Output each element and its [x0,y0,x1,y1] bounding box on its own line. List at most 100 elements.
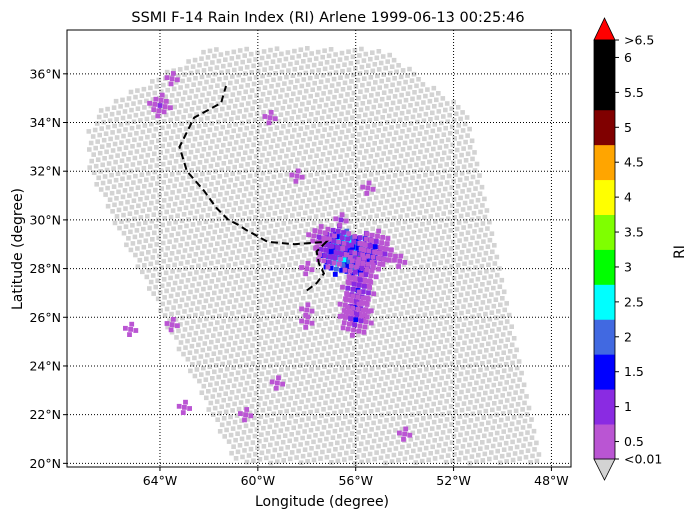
swath-point [394,306,399,311]
swath-point [194,209,200,214]
swath-point [463,455,468,461]
swath-point [107,118,113,123]
swath-point [232,243,237,249]
swath-point [406,109,411,115]
swath-point [232,164,237,170]
swath-point [414,320,419,325]
swath-point [159,265,164,270]
swath-point [423,330,428,336]
swath-point [226,263,231,268]
swath-point [316,225,321,231]
swath-point [357,211,362,216]
swath-point [226,360,232,365]
swath-point [202,323,207,328]
swath-point [292,145,298,151]
swath-point [341,123,347,128]
swath-point [439,217,444,223]
swath-point [119,140,124,145]
swath-point [177,225,183,230]
swath-point [222,373,228,378]
swath-point [241,175,246,180]
swath-point [232,401,237,407]
swath-point [386,174,391,180]
swath-point [352,127,358,132]
swath-point [337,136,343,141]
swath-point [337,355,342,360]
swath-point [439,375,444,381]
swath-point [225,384,230,390]
swath-point [270,357,275,362]
swath-point [391,118,396,124]
colorbar-tick-label: 3.5 [624,225,644,240]
swath-point [307,294,312,300]
swath-point [315,444,321,450]
swath-point [508,385,514,390]
swath-point [300,435,305,441]
swath-point [379,78,384,84]
swath-point [269,320,274,326]
swath-point [471,447,477,453]
swath-point [271,332,277,338]
swath-point [242,150,248,155]
swath-point [322,285,327,290]
swath-point [266,54,271,59]
swath-point [462,279,468,285]
swath-point [465,230,471,235]
swath-point [395,184,400,190]
swath-point [217,253,223,258]
rain-point [269,379,275,385]
swath-point [259,195,264,201]
swath-point [399,408,404,414]
rain-point [382,251,388,257]
x-axis-label: Longitude (degree) [255,494,389,510]
rain-point [349,298,354,304]
swath-point [190,143,196,148]
swath-point [413,223,419,228]
rain-point [304,266,310,271]
swath-point [374,310,380,316]
swath-point [115,171,121,176]
swath-point [202,86,207,91]
swath-point [357,405,363,410]
swath-point [198,354,204,359]
swath-point [313,117,318,122]
swath-point [390,416,396,422]
swath-point [376,128,381,133]
swath-point [196,105,201,111]
swath-point [358,107,364,113]
swath-point [357,53,362,58]
swath-point [237,285,243,290]
swath-point [294,455,299,460]
swath-point [246,198,251,203]
swath-point [391,57,397,63]
swath-point [138,215,144,220]
swath-point [195,69,200,74]
swath-point [422,373,427,378]
swath-point [193,154,198,160]
swath-point [162,313,168,318]
swath-point [447,270,452,276]
swath-point [503,422,508,428]
swath-point [280,105,286,111]
swath-point [333,149,339,154]
swath-point [428,372,433,377]
swath-point [479,403,484,409]
swath-point [439,296,444,302]
swath-point [519,449,524,455]
swath-point [314,311,319,316]
swath-point [237,109,242,114]
swath-point [465,388,471,393]
swath-point [411,290,416,296]
swath-point [462,121,468,127]
swath-point [303,386,308,392]
swath-point [424,130,429,135]
swath-point [220,185,225,191]
swath-point [433,334,439,339]
swath-point [466,424,472,430]
swath-point [401,341,407,346]
swath-point [273,229,278,234]
swath-point [254,190,260,195]
swath-point [170,287,176,292]
colorbar-label: RI [672,245,688,259]
swath-point [251,221,256,227]
